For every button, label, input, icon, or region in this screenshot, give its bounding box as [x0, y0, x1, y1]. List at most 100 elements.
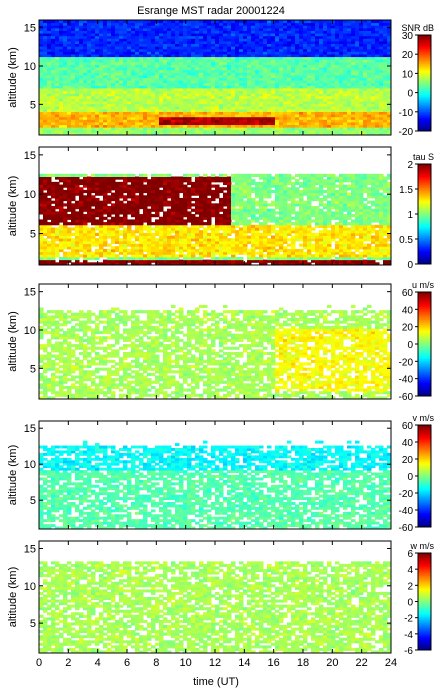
heatmap-cell — [351, 38, 356, 42]
heatmap-cell — [295, 127, 300, 131]
heatmap-cell — [139, 124, 144, 128]
heatmap-cell — [59, 176, 64, 180]
heatmap-cell — [263, 59, 268, 63]
colorbar-swatch — [418, 111, 431, 114]
heatmap-cell — [195, 93, 200, 97]
heatmap-cell — [219, 101, 224, 105]
heatmap-cell — [339, 43, 344, 47]
heatmap-cell — [107, 27, 112, 31]
heatmap-cell — [111, 254, 116, 258]
heatmap-cell — [311, 103, 316, 107]
heatmap-cell — [159, 256, 164, 261]
heatmap-cell — [295, 106, 300, 110]
heatmap-cell — [55, 243, 60, 247]
heatmap-cell — [155, 30, 160, 34]
heatmap-cell — [119, 203, 124, 207]
heatmap-cell — [135, 108, 140, 112]
heatmap-cell — [183, 59, 188, 63]
heatmap-cell — [59, 25, 64, 29]
colorbar-swatch — [418, 89, 431, 91]
heatmap-cell — [63, 179, 68, 183]
heatmap-cell — [71, 179, 76, 183]
heatmap-cell — [299, 90, 304, 94]
heatmap-cell — [127, 116, 132, 120]
heatmap-cell — [195, 61, 200, 65]
heatmap-cell — [379, 38, 384, 42]
heatmap-cell — [355, 30, 360, 34]
heatmap-cell — [131, 59, 136, 63]
heatmap-cell — [79, 80, 84, 84]
heatmap-cell — [87, 187, 92, 191]
heatmap-cell — [103, 176, 108, 180]
heatmap-cell — [339, 101, 344, 105]
heatmap-cell — [303, 116, 308, 120]
heatmap-cell — [135, 69, 140, 73]
heatmap-cell — [147, 246, 152, 250]
heatmap-cell — [143, 211, 148, 215]
heatmap-cell — [171, 127, 176, 131]
colorbar-swatch — [418, 78, 431, 81]
heatmap-cell — [203, 27, 208, 31]
heatmap-cell — [67, 114, 72, 118]
heatmap-cell — [119, 108, 124, 112]
heatmap-cell — [67, 38, 72, 42]
heatmap-cell — [155, 129, 160, 133]
heatmap-cell — [63, 214, 68, 218]
heatmap-cell — [63, 30, 68, 34]
heatmap-cell — [59, 111, 64, 115]
heatmap-cell — [351, 127, 356, 131]
heatmap-cell — [39, 61, 44, 65]
heatmap-cell — [187, 87, 192, 92]
heatmap-cell — [219, 20, 224, 24]
heatmap-cell — [323, 90, 328, 94]
heatmap-cell — [115, 230, 120, 234]
heatmap-cell — [143, 35, 148, 39]
heatmap-cell — [283, 129, 288, 133]
heatmap-cell — [87, 121, 92, 126]
heatmap-cell — [147, 219, 152, 223]
heatmap-cell — [255, 43, 260, 47]
heatmap-cell — [275, 87, 280, 92]
heatmap-cell — [55, 238, 60, 242]
heatmap-cell — [99, 82, 104, 86]
heatmap-cell — [331, 119, 336, 123]
heatmap-cell — [103, 38, 108, 42]
heatmap-cell — [239, 27, 244, 31]
heatmap-cell — [359, 111, 364, 115]
heatmap-cell — [243, 22, 248, 26]
heatmap-cell — [115, 48, 120, 52]
heatmap-cell — [59, 116, 64, 120]
heatmap-cell — [311, 61, 316, 65]
heatmap-cell — [119, 114, 124, 118]
heatmap-cell — [235, 132, 240, 135]
heatmap-cell — [271, 101, 276, 105]
heatmap-cell — [223, 43, 228, 47]
heatmap-cell — [319, 80, 324, 84]
heatmap-cell — [251, 116, 256, 120]
heatmap-cell — [179, 30, 184, 34]
heatmap-cell — [247, 67, 252, 71]
heatmap-cell — [219, 85, 224, 89]
heatmap-cell — [155, 189, 160, 194]
heatmap-cell — [55, 176, 60, 180]
heatmap-cell — [163, 197, 168, 202]
heatmap-cell — [103, 262, 108, 265]
heatmap-cell — [91, 53, 96, 58]
heatmap-cell — [103, 187, 108, 191]
heatmap-cell — [319, 48, 324, 52]
heatmap-cell — [287, 59, 292, 63]
heatmap-cell — [39, 111, 44, 115]
heatmap-cell — [319, 121, 324, 126]
heatmap-cell — [75, 93, 80, 97]
heatmap-cell — [87, 214, 92, 218]
colorbar-swatch — [418, 69, 431, 72]
heatmap-cell — [263, 25, 268, 29]
heatmap-cell — [219, 51, 224, 55]
heatmap-cell — [43, 69, 48, 73]
heatmap-cell — [147, 95, 152, 99]
heatmap-cell — [103, 240, 108, 245]
heatmap-cell — [183, 119, 188, 123]
heatmap-cell — [315, 111, 320, 115]
heatmap-cell — [327, 119, 332, 123]
heatmap-cell — [255, 48, 260, 52]
